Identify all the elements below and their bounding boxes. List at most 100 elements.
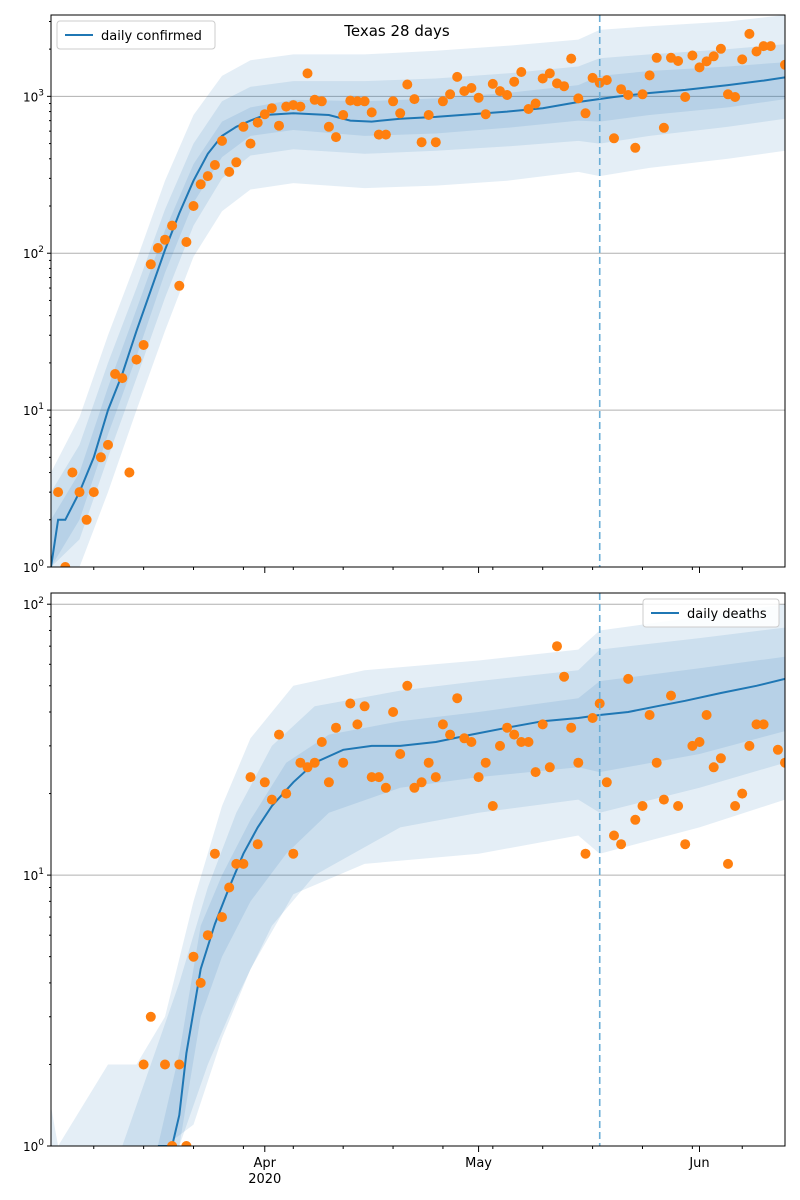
data-point [780,59,785,70]
data-point [708,762,719,773]
data-point [573,93,584,104]
data-point [430,772,441,783]
data-point [509,729,520,740]
data-point [772,744,783,755]
data-point [530,98,541,109]
data-point [566,722,577,733]
data-point [644,70,655,81]
data-point [359,96,370,107]
data-point [195,179,206,190]
data-point [559,671,570,682]
legend-box [642,598,780,628]
data-point [487,78,498,89]
data-point [751,719,762,730]
data-point [523,737,534,747]
data-point [509,76,520,87]
data-point [416,777,427,788]
data-point [423,757,434,768]
data-point [437,96,448,107]
data-point [694,62,705,73]
data-point [181,1141,192,1146]
data-point [217,912,227,923]
data-point [601,75,612,86]
data-point [160,1059,170,1070]
data-point [651,52,662,63]
data-point [281,788,292,799]
data-point [473,92,484,103]
data-point [145,259,156,270]
y-tick-label: 101 [23,867,44,883]
data-point [680,92,691,102]
data-point [152,243,163,253]
data-point [209,848,220,859]
data-point [680,839,691,850]
data-point [195,977,206,988]
data-point [480,757,491,768]
data-point [708,51,719,62]
data-point [338,110,349,120]
data-point [138,340,149,350]
data-point [537,73,548,84]
data-point [174,1059,185,1070]
data-point [95,452,106,463]
data-point [580,108,591,119]
data-point [359,701,370,712]
data-point [637,89,648,100]
data-point [252,117,263,128]
data-point [373,772,384,783]
data-point [651,757,662,768]
data-point [430,137,441,148]
confirmed-chart-panel: 100 101 102 103 daily confirmed [23,14,786,575]
data-point [644,710,655,720]
data-point [209,160,220,170]
data-point [274,729,284,740]
data-point [452,693,463,704]
data-point [188,201,199,211]
data-point [780,757,785,768]
legend-box [56,20,216,50]
axes-frame [50,592,786,1147]
data-point [737,788,748,799]
data-point [744,740,755,751]
data-point [316,737,327,747]
data-point [266,794,277,805]
data-point [252,839,263,850]
data-point [323,777,334,788]
data-point [380,129,391,140]
data-point [587,713,598,723]
data-point [559,81,570,92]
data-point [167,1141,178,1146]
plot-area [51,604,785,1146]
data-point [103,439,113,450]
data-point [616,84,627,95]
data-point [231,157,242,168]
data-point [202,930,213,941]
data-point [687,50,698,61]
x-tick-year-label: 2020 [248,1172,281,1187]
confidence-band-outer [51,15,785,567]
data-point [117,373,128,384]
data-point [81,514,92,525]
data-point [623,673,634,684]
data-point [616,839,627,850]
data-point [288,848,299,859]
axes-frame [50,14,786,568]
data-point [302,762,313,773]
data-point [53,487,64,498]
data-point [658,122,669,133]
data-point [402,680,413,691]
data-point [730,801,741,811]
data-point [352,719,363,730]
data-point [67,467,78,478]
data-point [388,707,399,717]
data-point [630,814,641,825]
data-point [238,858,249,869]
data-point [331,132,341,143]
data-point [423,110,434,120]
data-point [380,782,391,793]
data-point [167,220,178,231]
data-point [302,68,313,79]
data-point [673,801,684,811]
